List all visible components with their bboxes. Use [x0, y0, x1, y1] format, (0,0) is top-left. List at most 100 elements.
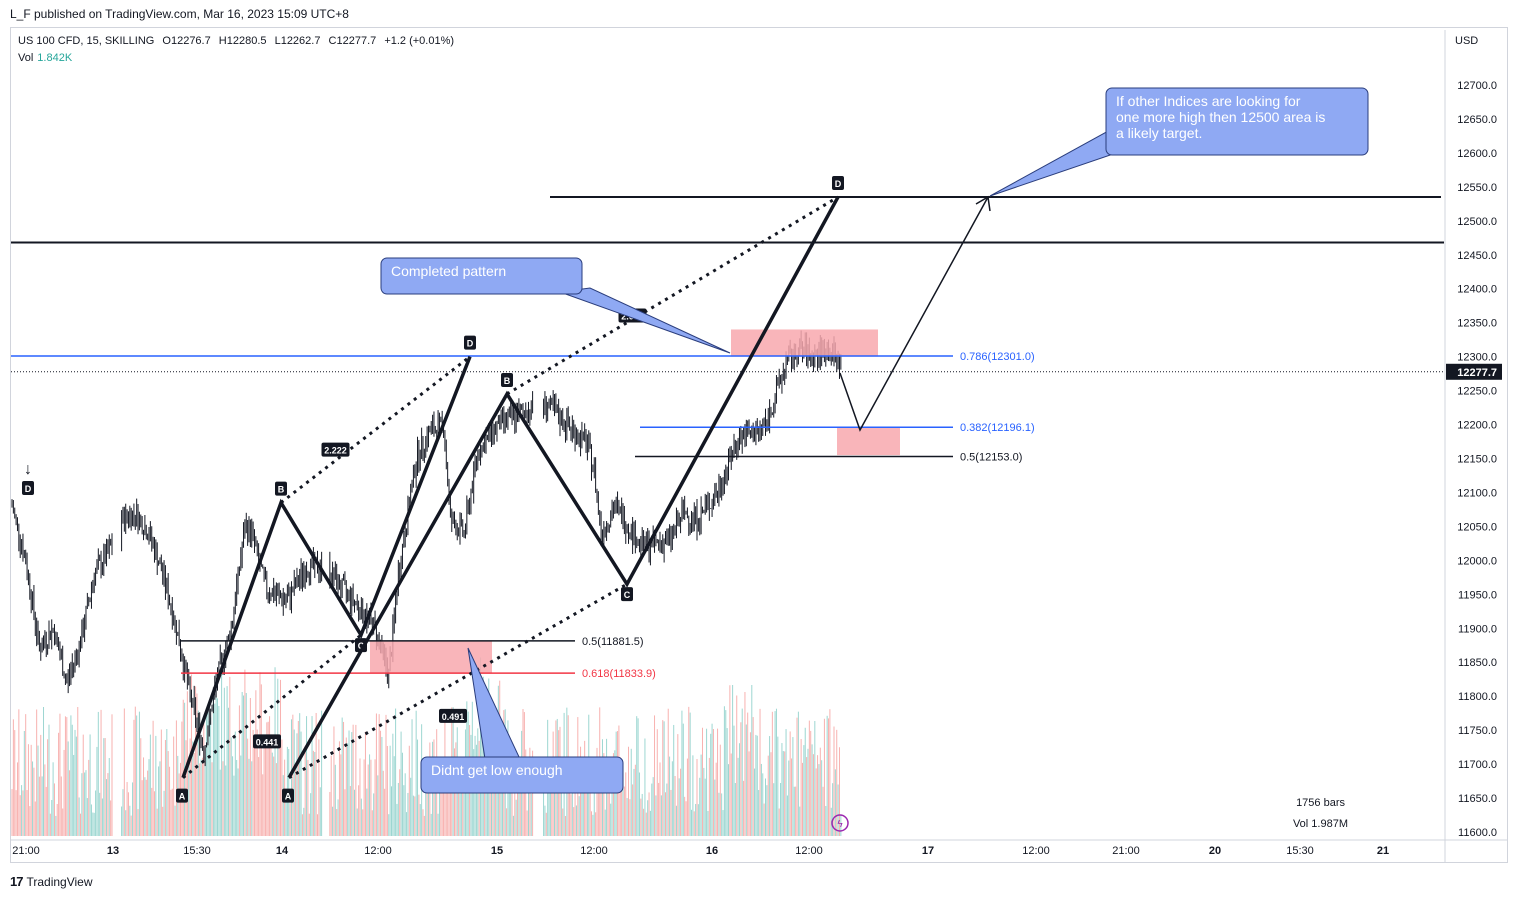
axes: USD 11600.0 11650.0 11700.0 11750.0 11800.0 11… — [11, 30, 1508, 863]
arrow-head-icon — [975, 195, 991, 212]
volume-total: Vol 1.987M — [1293, 818, 1348, 830]
volume-legend: Vol 1.842K — [18, 52, 72, 64]
y-tick-label: 12250.0 — [1457, 386, 1497, 398]
lightning-circle — [831, 814, 849, 832]
target-zone — [837, 427, 900, 456]
point-label-bg — [501, 372, 513, 387]
last-price-label: 12277.7 — [1457, 367, 1497, 379]
pattern-point: D — [832, 176, 844, 191]
brand-name: TradingView — [26, 874, 93, 889]
annotations: Completed pattern Didnt get low enough If … — [380, 87, 1369, 832]
ratio-label-text: 0.441 — [256, 737, 279, 747]
ohlc-close: C12277.7 — [328, 35, 377, 47]
ratio-label-bg — [439, 708, 467, 723]
callout-text: Didnt get low enough — [431, 762, 563, 778]
point-label-bg — [464, 335, 476, 350]
pattern-leg — [287, 196, 840, 779]
callout-box — [420, 756, 624, 794]
x-tick-label: 15 — [491, 845, 503, 857]
point-label-text: C — [358, 641, 365, 651]
y-tick-label: 12650.0 — [1457, 114, 1497, 126]
point-label-text: D — [25, 484, 32, 494]
pattern-diagonal — [288, 582, 628, 779]
x-tick-label: 12:00 — [580, 845, 608, 857]
y-tick-label: 12700.0 — [1457, 80, 1497, 92]
target-zone — [731, 329, 878, 357]
point-label-bg — [176, 788, 188, 803]
y-tick-label: 11650.0 — [1458, 793, 1497, 805]
currency-label: USD — [1455, 35, 1478, 47]
publisher-line: L_F published on TradingView.com, Mar 16… — [10, 7, 349, 21]
x-tick-label: 12:00 — [795, 845, 823, 857]
projection-path — [839, 196, 989, 432]
y-tick-label: 11600.0 — [1458, 827, 1497, 839]
pattern-point: D — [22, 481, 34, 495]
y-tick-label: 11850.0 — [1458, 657, 1497, 669]
tradingview-brand: 17 TradingView — [10, 874, 93, 889]
callout-box — [1105, 87, 1369, 156]
lightning-glyph: ϟ — [837, 819, 843, 830]
point-label-text: A — [179, 792, 186, 802]
x-tick-label: 12:00 — [364, 845, 392, 857]
callout-text: If other Indices are looking for — [1116, 93, 1301, 109]
pattern-point: A — [176, 788, 188, 803]
x-tick-label: 21:00 — [12, 845, 40, 857]
x-tick-label: 14 — [276, 845, 289, 857]
point-label-text: B — [278, 485, 285, 495]
x-tick-label: 15:30 — [1286, 845, 1314, 857]
down-arrow-icon: ↓ — [24, 461, 32, 478]
y-tick-label: 12150.0 — [1457, 454, 1497, 466]
y-tick-label: 12500.0 — [1457, 216, 1497, 228]
point-label-text: A — [285, 792, 292, 802]
point-label-bg — [275, 481, 287, 496]
y-tick-label: 12100.0 — [1457, 487, 1497, 499]
point-label-text: D — [835, 179, 842, 189]
volume-value: 1.842K — [37, 52, 73, 64]
ratio-label-bg — [253, 734, 281, 749]
symbol-legend: US 100 CFD, 15, SKILLING O12276.7 H12280… — [18, 35, 459, 47]
y-tick-label: 11800.0 — [1458, 691, 1497, 703]
x-tick-label: 13 — [107, 845, 119, 857]
y-tick-label: 12450.0 — [1457, 250, 1497, 262]
y-tick-label: 12400.0 — [1457, 284, 1497, 296]
point-label-bg — [282, 788, 294, 803]
point-label-bg — [832, 176, 844, 191]
symbol-name[interactable]: US 100 CFD, 15, SKILLING — [18, 35, 155, 47]
y-tick-label: 12050.0 — [1457, 521, 1497, 533]
callout-box — [380, 257, 583, 295]
callout-text: one more high then 12500 area is — [1116, 109, 1325, 125]
point-label-text: C — [624, 590, 631, 600]
volume-bars — [11, 657, 842, 836]
ohlc-high: H12280.5 — [218, 35, 267, 47]
completed-pattern-callout: Completed pattern — [380, 257, 731, 354]
x-tick-label: 16 — [706, 845, 718, 857]
callout-text: Completed pattern — [391, 263, 506, 279]
pattern-point: A — [282, 788, 294, 803]
pattern-point: C — [621, 587, 633, 602]
low-enough-callout: Didnt get low enough — [420, 647, 624, 794]
pattern-point: D — [464, 335, 476, 350]
x-tick-label: 21 — [1377, 845, 1389, 857]
callout-tail — [559, 287, 731, 354]
y-tick-label: 12300.0 — [1457, 352, 1497, 364]
point-label-bg — [621, 587, 633, 602]
y-tick-label: 11750.0 — [1458, 725, 1497, 737]
x-tick-label: 17 — [922, 845, 934, 857]
y-tick-label: 12350.0 — [1457, 318, 1497, 330]
fib-level-label: 0.786(12301.0) — [960, 351, 1035, 363]
ratio-label-text: 0.491 — [442, 712, 465, 722]
x-tick-label: 12:00 — [1022, 845, 1050, 857]
ohlc-low: L12262.7 — [274, 35, 321, 47]
lightning-icon: ϟ — [831, 814, 849, 832]
y-tick-label: 12600.0 — [1457, 148, 1497, 160]
fib-level-label: 0.382(12196.1) — [960, 422, 1035, 434]
pattern-point: B — [501, 372, 513, 387]
y-tick-label: 11900.0 — [1458, 623, 1497, 635]
price-candles — [11, 330, 842, 767]
y-tick-label: 11950.0 — [1458, 589, 1497, 601]
level-lines: 12277.7 0.5(11881.5) 0.618(11833.9) 0.786(1… — [11, 196, 1502, 680]
ratio-label: 0.441 — [253, 734, 281, 749]
pattern-diagonal — [182, 633, 362, 779]
pattern-diagonal — [506, 195, 839, 396]
